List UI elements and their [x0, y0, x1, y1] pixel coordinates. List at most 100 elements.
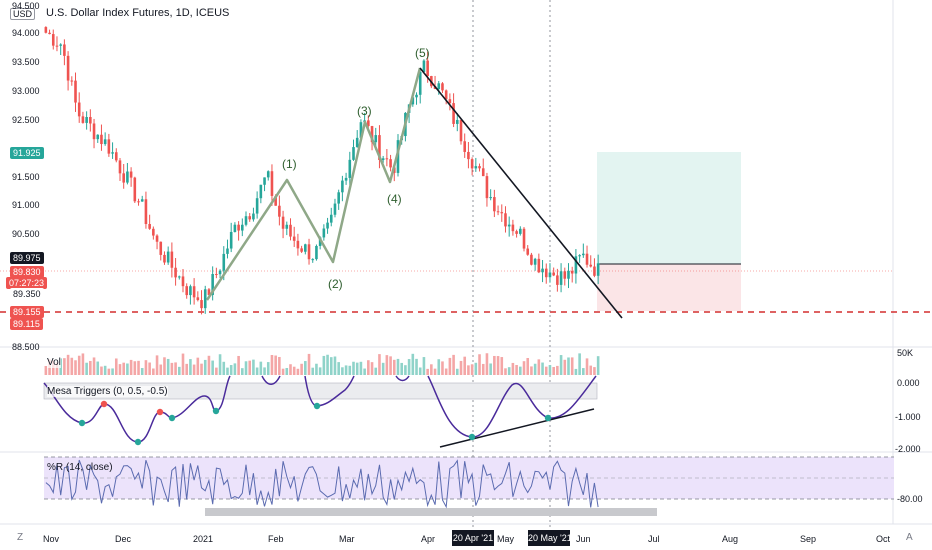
- mesa-pane-label[interactable]: Mesa Triggers (0, 0.5, -0.5): [47, 386, 168, 397]
- candle-body: [174, 267, 177, 278]
- volume-bar: [185, 363, 189, 375]
- candle-body: [470, 159, 474, 169]
- time-label: Dec: [115, 534, 132, 544]
- candle-body: [478, 166, 481, 169]
- downtrend-line[interactable]: [419, 67, 623, 319]
- candle-body: [452, 103, 455, 124]
- candle-body: [152, 228, 155, 236]
- volume-bar: [215, 367, 218, 375]
- candle-body: [266, 171, 270, 178]
- volume-bar: [66, 354, 70, 375]
- candle-body: [196, 297, 200, 301]
- volume-bar: [311, 367, 315, 375]
- volume-bar: [333, 356, 337, 375]
- volume-bar: [596, 356, 600, 375]
- wr-pane-label[interactable]: %R (14, close): [47, 462, 113, 473]
- candle-body: [103, 139, 107, 145]
- candle-body: [296, 240, 300, 249]
- position-loss-zone[interactable]: [597, 264, 741, 311]
- candle-body: [241, 224, 244, 231]
- volume-bar: [133, 361, 137, 375]
- volume-bar: [504, 368, 507, 375]
- volume-bar: [426, 368, 429, 375]
- candle-body: [541, 268, 544, 273]
- candle-body: [51, 34, 55, 46]
- candle-body: [77, 102, 81, 117]
- candle-body: [274, 195, 277, 206]
- candle-body: [181, 276, 185, 287]
- volume-bar: [500, 357, 504, 375]
- volume-bar: [556, 365, 559, 375]
- candle-body: [163, 254, 166, 263]
- candle-body: [530, 254, 533, 265]
- mesa-dot-buy: [212, 407, 220, 415]
- volume-bar: [455, 368, 459, 375]
- volume-bar: [63, 358, 66, 375]
- candle-body: [326, 222, 329, 229]
- volume-bar: [422, 357, 426, 375]
- candle-body: [585, 253, 589, 265]
- volume-bar: [493, 355, 496, 375]
- candle-body: [203, 289, 207, 309]
- candle-body: [415, 94, 418, 98]
- volume-bar: [415, 358, 418, 375]
- volume-bar: [211, 360, 214, 375]
- volume-bar: [507, 367, 511, 375]
- candle-body: [496, 211, 500, 213]
- entry-price-tag: 89.975: [10, 252, 44, 264]
- volume-bar: [170, 362, 174, 375]
- candle-body: [463, 141, 467, 152]
- volume-bar: [289, 364, 292, 375]
- candle-body: [111, 152, 114, 154]
- volume-bar: [100, 366, 103, 375]
- support-price-tag: 89.115: [10, 318, 43, 330]
- volume-bar: [467, 365, 470, 375]
- candle-body: [337, 192, 340, 204]
- mesa-trend-line[interactable]: [439, 408, 595, 448]
- volume-bar: [430, 364, 433, 375]
- mesa-dot-sell: [100, 400, 108, 408]
- volume-bar: [300, 363, 303, 375]
- candle-body: [44, 27, 48, 33]
- price-tick: 93.500: [12, 57, 40, 67]
- volume-axis-tick: 50K: [897, 348, 914, 358]
- candle-body: [526, 248, 530, 255]
- volume-bar: [326, 354, 329, 375]
- candle-body: [548, 272, 552, 278]
- candle-body: [341, 180, 344, 193]
- volume-bar: [107, 368, 111, 375]
- currency-badge[interactable]: USD: [10, 8, 36, 20]
- volume-bar: [485, 353, 489, 375]
- volume-bar: [137, 360, 140, 375]
- elliott-wave-lines[interactable]: [205, 67, 422, 301]
- time-label: Jun: [576, 534, 591, 544]
- volume-bar: [352, 361, 355, 375]
- volume-bar: [96, 361, 100, 375]
- candle-body: [59, 44, 62, 46]
- wr-line: [45, 459, 599, 509]
- timezone-button[interactable]: Z: [17, 532, 24, 543]
- candle-body: [504, 213, 507, 227]
- volume-bar: [341, 367, 344, 375]
- candle-body: [441, 83, 444, 91]
- price-tag: 89.350: [10, 288, 44, 300]
- wave-label-5: (5): [415, 46, 430, 60]
- volume-bar: [122, 362, 125, 375]
- candle-body: [437, 83, 441, 89]
- auto-scale-button[interactable]: A: [906, 532, 913, 543]
- volume-bar: [448, 357, 452, 375]
- candle-body: [63, 44, 66, 56]
- volume-bar: [103, 365, 107, 375]
- volume-bar: [515, 364, 518, 375]
- volume-bar: [163, 357, 166, 375]
- candle-body: [563, 271, 567, 279]
- volume-bar: [118, 364, 122, 375]
- volume-pane-label[interactable]: Vol: [47, 357, 61, 368]
- candle-body: [289, 224, 292, 237]
- volume-bar: [511, 362, 515, 375]
- candlestick-series: [44, 26, 600, 315]
- volume-bar: [274, 355, 277, 375]
- candle-body: [281, 216, 285, 229]
- price-tick: 93.000: [12, 86, 40, 96]
- position-profit-zone[interactable]: [597, 152, 741, 264]
